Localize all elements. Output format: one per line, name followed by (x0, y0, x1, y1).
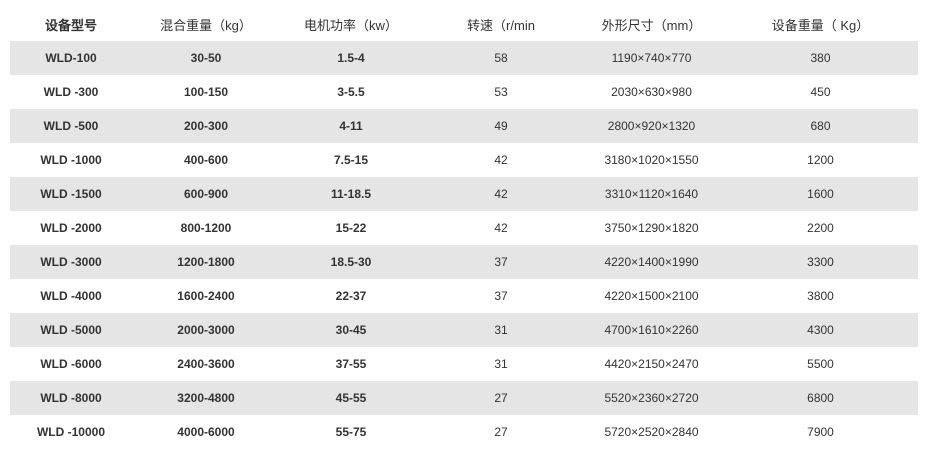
header-equipment-weight: 设备重量（ Kg） (771, 17, 870, 33)
cell-dimensions: 4220×1400×1990 (580, 245, 723, 279)
cell-model: WLD-100 (10, 41, 132, 75)
cell-equipment-weight: 1200 (807, 153, 834, 167)
cell-speed: 31 (422, 313, 580, 347)
cell-equipment-weight: 380 (723, 41, 918, 75)
cell-motor-power: 18.5-30 (280, 245, 422, 279)
table-row: WLD -500 200-300 4-11 49 2800×920×1320 680 (10, 109, 918, 143)
cell-speed: 58 (422, 41, 580, 75)
cell-model: WLD -4000 (40, 289, 102, 303)
cell-model: WLD -3000 (10, 245, 132, 279)
cell-mix-weight: 1200-1800 (132, 245, 280, 279)
cell-equipment-weight: 6800 (723, 381, 918, 415)
cell-mix-weight: 400-600 (183, 153, 229, 167)
cell-model: WLD -6000 (40, 357, 102, 371)
cell-mix-weight: 200-300 (132, 109, 280, 143)
cell-equipment-weight: 3800 (807, 289, 834, 303)
cell-mix-weight: 800-1200 (180, 221, 232, 235)
table-row: WLD -5000 2000-3000 30-45 31 4700×1610×2260 4… (10, 313, 918, 347)
table-row: WLD-100 30-50 1.5-4 58 1190×740×770 380 (10, 41, 918, 75)
table-row: WLD -3000 1200-1800 18.5-30 37 4220×1400×199… (10, 245, 918, 279)
cell-motor-power: 22-37 (335, 289, 367, 303)
cell-equipment-weight: 3300 (723, 245, 918, 279)
table-row: WLD -2000 800-1200 15-22 42 3750×1290×1820 22… (10, 211, 918, 245)
table-row: WLD -8000 3200-4800 45-55 27 5520×2360×2720 6… (10, 381, 918, 415)
cell-model: WLD -5000 (10, 313, 132, 347)
cell-mix-weight: 3200-4800 (132, 381, 280, 415)
spec-table: 设备型号 混合重量（kg） 电机功率（kw） 转速（r/min 外形尺寸（mm） 设备重量… (10, 7, 918, 449)
cell-dimensions: 3750×1290×1820 (604, 221, 699, 235)
cell-model: WLD -500 (10, 109, 132, 143)
cell-motor-power: 45-55 (280, 381, 422, 415)
cell-speed: 37 (422, 245, 580, 279)
table-row: WLD -1000 400-600 7.5-15 42 3180×1020×1550 12… (10, 143, 918, 177)
cell-mix-weight: 100-150 (183, 85, 229, 99)
cell-motor-power: 37-55 (335, 357, 367, 371)
cell-speed: 42 (494, 153, 508, 167)
cell-speed: 27 (422, 381, 580, 415)
cell-dimensions: 5720×2520×2840 (604, 425, 699, 439)
cell-equipment-weight: 4300 (723, 313, 918, 347)
cell-model: WLD -1000 (40, 153, 102, 167)
cell-dimensions: 3180×1020×1550 (604, 153, 699, 167)
header-model: 设备型号 (44, 17, 97, 33)
cell-equipment-weight: 5500 (807, 357, 834, 371)
cell-dimensions: 2030×630×980 (611, 85, 692, 99)
table-row: WLD -300 100-150 3-5.5 53 2030×630×980 450 (10, 75, 918, 109)
cell-equipment-weight: 7900 (807, 425, 834, 439)
cell-motor-power: 1.5-4 (280, 41, 422, 75)
cell-motor-power: 7.5-15 (333, 153, 369, 167)
header-speed: 转速（r/min (467, 17, 535, 33)
cell-motor-power: 15-22 (335, 221, 367, 235)
cell-dimensions: 3310×1120×1640 (580, 177, 723, 211)
cell-speed: 49 (422, 109, 580, 143)
cell-speed: 42 (422, 177, 580, 211)
table-row: WLD -1500 600-900 11-18.5 42 3310×1120×1640 1… (10, 177, 918, 211)
cell-mix-weight: 600-900 (132, 177, 280, 211)
cell-dimensions: 4420×2150×2470 (604, 357, 699, 371)
cell-equipment-weight: 680 (723, 109, 918, 143)
cell-motor-power: 3-5.5 (337, 85, 365, 99)
cell-mix-weight: 4000-6000 (177, 425, 235, 439)
header-dimensions: 外形尺寸（mm） (601, 17, 702, 33)
cell-speed: 31 (494, 357, 508, 371)
cell-model: WLD -8000 (10, 381, 132, 415)
header-row: 设备型号 混合重量（kg） 电机功率（kw） 转速（r/min 外形尺寸（mm） 设备重量… (10, 7, 918, 41)
cell-motor-power: 30-45 (280, 313, 422, 347)
cell-model: WLD -10000 (36, 425, 106, 439)
cell-mix-weight: 1600-2400 (177, 289, 235, 303)
cell-model: WLD -2000 (40, 221, 102, 235)
cell-equipment-weight: 450 (810, 85, 831, 99)
cell-motor-power: 4-11 (280, 109, 422, 143)
cell-motor-power: 11-18.5 (280, 177, 422, 211)
cell-mix-weight: 30-50 (132, 41, 280, 75)
cell-speed: 27 (494, 425, 508, 439)
cell-equipment-weight: 2200 (807, 221, 834, 235)
cell-equipment-weight: 1600 (723, 177, 918, 211)
cell-model: WLD -1500 (10, 177, 132, 211)
cell-mix-weight: 2000-3000 (132, 313, 280, 347)
cell-model: WLD -300 (43, 85, 99, 99)
cell-dimensions: 2800×920×1320 (580, 109, 723, 143)
cell-dimensions: 4220×1500×2100 (604, 289, 699, 303)
cell-mix-weight: 2400-3600 (177, 357, 235, 371)
cell-speed: 37 (494, 289, 508, 303)
header-mix-weight: 混合重量（kg） (160, 17, 252, 33)
cell-motor-power: 55-75 (335, 425, 367, 439)
cell-speed: 42 (494, 221, 508, 235)
cell-speed: 53 (494, 85, 508, 99)
table-row: WLD -4000 1600-2400 22-37 37 4220×1500×2100 3… (10, 279, 918, 313)
cell-dimensions: 4700×1610×2260 (580, 313, 723, 347)
cell-dimensions: 1190×740×770 (580, 41, 723, 75)
cell-dimensions: 5520×2360×2720 (580, 381, 723, 415)
table-row: WLD -10000 4000-6000 55-75 27 5720×2520×2840… (10, 415, 918, 449)
header-motor-power: 电机功率（kw） (304, 17, 398, 33)
table-row: WLD -6000 2400-3600 37-55 31 4420×2150×2470 5… (10, 347, 918, 381)
